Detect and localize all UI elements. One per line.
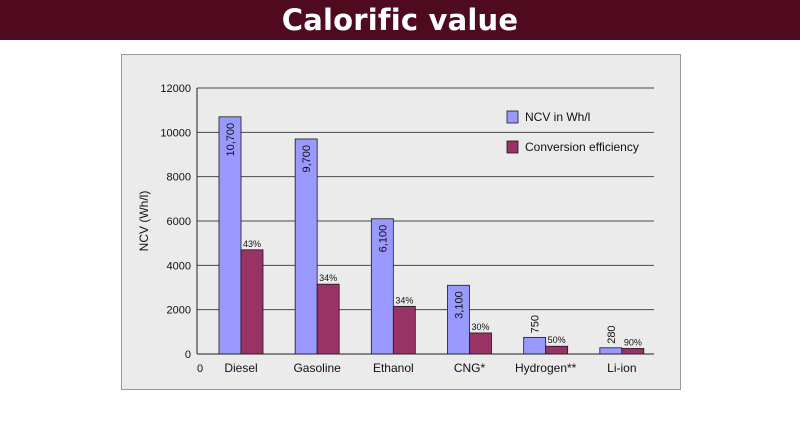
- y-tick-label: 4000: [167, 260, 191, 272]
- y-tick-label: 12000: [160, 83, 191, 95]
- x-category-label: Hydrogen**: [515, 361, 577, 375]
- data-label-efficiency: 34%: [395, 295, 413, 305]
- data-label-efficiency: 50%: [548, 335, 566, 345]
- bar-efficiency-0: [240, 249, 264, 355]
- gridlines: [197, 87, 654, 311]
- legend-label-1: Conversion efficiency: [525, 140, 639, 154]
- y-tick-label: 0: [185, 349, 191, 361]
- y-tick-label: 2000: [167, 305, 191, 317]
- data-label-efficiency: 34%: [319, 273, 337, 283]
- data-label-ncv: 750: [530, 315, 542, 333]
- bar-efficiency-5: [621, 348, 645, 355]
- bars: 10,700 43% 9,700 34% 6,100 34% 3,100 30% 750 50% 2…: [218, 116, 645, 355]
- data-label-ncv: 280: [606, 325, 618, 343]
- data-label-ncv: 3,100: [454, 291, 466, 319]
- y-tick-label: 10000: [160, 127, 191, 139]
- bar-ncv-5: [599, 347, 623, 355]
- legend-swatch-0: [506, 110, 519, 124]
- bar-efficiency-4: [545, 345, 569, 355]
- data-label-efficiency: 90%: [624, 337, 642, 347]
- chart-panel: 10,700 43% 9,700 34% 6,100 34% 3,100 30% 750 50% 2…: [121, 54, 681, 390]
- y-tick-label: 8000: [167, 172, 191, 184]
- legend-label-0: NCV in Wh/l: [525, 110, 590, 124]
- x-category-label: Diesel: [224, 361, 257, 375]
- x-category-label: Ethanol: [373, 361, 414, 375]
- y-tick-label: 6000: [167, 216, 191, 228]
- data-label-ncv: 10,700: [225, 123, 237, 157]
- title-banner: Calorific value: [0, 0, 800, 40]
- data-label-ncv: 9,700: [301, 145, 313, 173]
- legend: NCV in Wh/l Conversion efficiency: [506, 110, 639, 154]
- data-label-efficiency: 30%: [471, 322, 489, 332]
- bar-efficiency-1: [316, 283, 340, 355]
- bar-ncv-4: [523, 336, 547, 355]
- data-label-efficiency: 43%: [243, 239, 261, 249]
- legend-swatch-1: [506, 140, 519, 154]
- x-origin-label: 0: [197, 363, 203, 375]
- x-category-label: Li-ion: [607, 361, 636, 375]
- bar-efficiency-2: [392, 305, 416, 355]
- x-category-label: CNG*: [454, 361, 486, 375]
- data-label-ncv: 6,100: [377, 225, 389, 253]
- bar-efficiency-3: [469, 332, 492, 355]
- axes: 0 2000 4000 6000 8000 10000 12000 0 NCV (Wh/l) Di…: [137, 83, 654, 375]
- y-axis-title: NCV (Wh/l): [137, 191, 151, 252]
- bar-chart: 10,700 43% 9,700 34% 6,100 34% 3,100 30% 750 50% 2…: [137, 83, 654, 375]
- page-title: Calorific value: [281, 3, 519, 37]
- x-category-label: Gasoline: [293, 361, 341, 375]
